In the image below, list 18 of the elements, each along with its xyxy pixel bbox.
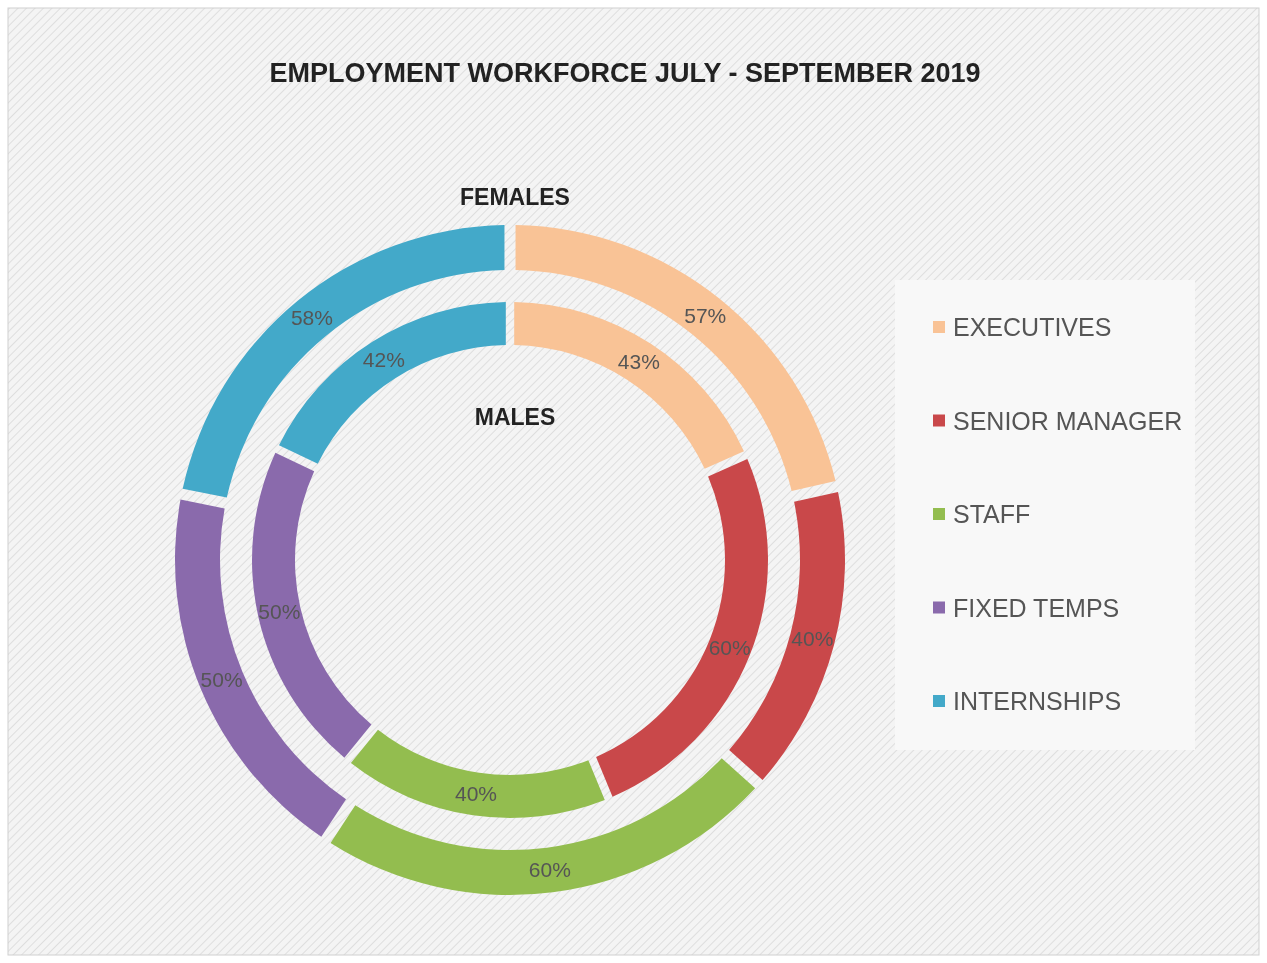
slice-label: MALES [474,404,556,430]
data-label: 60% [528,857,571,881]
data-label: 50% [258,600,301,624]
slice-label: FEMALES [460,184,570,210]
data-label: 40% [455,782,498,806]
data-label: 60% [708,635,751,659]
legend-label: INTERNSHIPS [953,687,1122,715]
chart-title: EMPLOYMENT WORKFORCE JULY - SEPTEMBER 2019 [269,58,981,88]
data-label: 57% [684,303,727,327]
legend-label: EXECUTIVES [953,313,1112,341]
legend-label: STAFF [953,500,1031,528]
data-label: 42% [362,347,405,371]
data-label: 40% [791,627,834,651]
legend-label: SENIOR MANAGER [953,406,1183,435]
legend-label: FIXED TEMPS [953,593,1120,622]
data-label: 43% [617,349,660,373]
data-label: 50% [200,668,243,692]
data-label: 58% [290,306,333,330]
